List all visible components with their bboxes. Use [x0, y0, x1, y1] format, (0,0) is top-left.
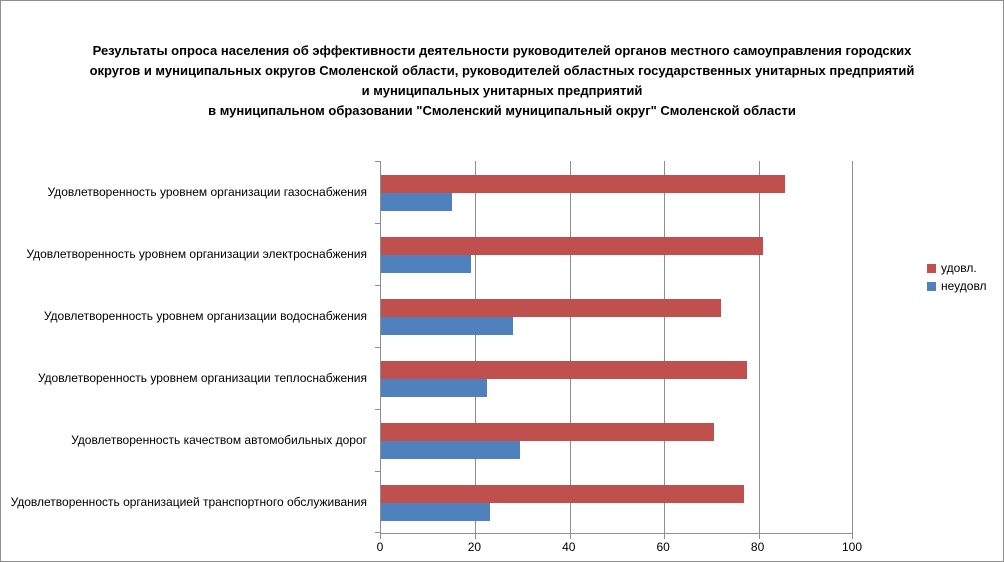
x-axis-labels: 0 20 40 60 80 100: [376, 540, 862, 556]
category-label-5: Удовлетворенность качеством автомобильны…: [71, 433, 367, 447]
bar-neudovl-cat6: [381, 503, 490, 521]
category-label-2: Удовлетворенность уровнем организации эл…: [26, 247, 367, 261]
bar-udovl-cat6: [381, 485, 745, 503]
x-axis-tick-label-20: 20: [467, 540, 482, 554]
category-label-3: Удовлетворенность уровнем организации во…: [43, 309, 367, 323]
bar-udovl-cat3: [381, 299, 721, 317]
bar-udovl-cat5: [381, 423, 714, 441]
chart-title: Результаты опроса населения об эффективн…: [1, 41, 1003, 121]
bar-neudovl-cat5: [381, 441, 521, 459]
x-axis-tick-label-0: 0: [376, 540, 384, 554]
category-label-6: Удовлетворенность организацией транспорт…: [10, 495, 367, 509]
gridline-100: [852, 161, 853, 533]
chart-title-line-4: в муниципальном образовании "Смоленский …: [208, 103, 796, 118]
gridline-60: [664, 161, 666, 533]
bar-udovl-cat1: [381, 175, 785, 193]
category-axis-tick-6: [375, 532, 380, 533]
x-axis-tick-100: [852, 534, 853, 539]
legend-swatch-udovl: [927, 263, 936, 273]
category-axis-tick-2: [375, 285, 380, 286]
category-label-4: Удовлетворенность уровнем организации те…: [37, 371, 367, 385]
x-axis-tick-label-40: 40: [562, 540, 576, 554]
category-axis-tick-5: [375, 471, 380, 472]
bar-neudovl-cat4: [381, 379, 488, 397]
gridline-80: [758, 161, 760, 533]
legend: удовл. неудовл: [927, 262, 987, 292]
bar-udovl-cat2: [381, 237, 764, 255]
legend-swatch-neudovl: [927, 281, 936, 291]
gridline-40: [569, 161, 571, 533]
bar-neudovl-cat3: [381, 317, 514, 335]
category-axis-tick-1: [375, 223, 380, 224]
category-axis: Удовлетворенность уровнем организации га…: [1, 161, 374, 533]
x-axis-tick-label-80: 80: [750, 540, 765, 554]
bar-neudovl-cat2: [381, 255, 471, 273]
x-axis-tick-label-100: 100: [841, 540, 863, 554]
category-label-1: Удовлетворенность уровнем организации га…: [47, 185, 368, 199]
chart-title-line-2: округов и муниципальных округов Смоленск…: [89, 63, 915, 78]
legend-item-neudovl: неудовл: [927, 280, 987, 292]
x-axis-tick-40: [569, 534, 571, 539]
legend-label-udovl: удовл.: [941, 261, 977, 275]
category-axis-tick-3: [375, 347, 380, 348]
x-axis-tick-label-60: 60: [656, 540, 670, 554]
legend-label-neudovl: неудовл: [941, 279, 987, 293]
x-axis-tick-80: [758, 534, 760, 539]
plot-area: [375, 161, 853, 539]
chart-title-line-3: и муниципальных унитарных предприятий: [361, 83, 643, 98]
bar-udovl-cat4: [381, 361, 747, 379]
x-axis-tick-60: [664, 534, 666, 539]
bar-neudovl-cat1: [381, 193, 452, 211]
gridline-20: [475, 161, 477, 533]
category-axis-tick-0: [375, 161, 380, 162]
chart-title-line-1: Результаты опроса населения об эффективн…: [92, 43, 912, 58]
legend-item-udovl: удовл.: [927, 262, 987, 274]
x-axis-tick-0: [380, 534, 381, 539]
x-axis-tick-20: [475, 534, 477, 539]
category-axis-tick-4: [375, 409, 380, 410]
